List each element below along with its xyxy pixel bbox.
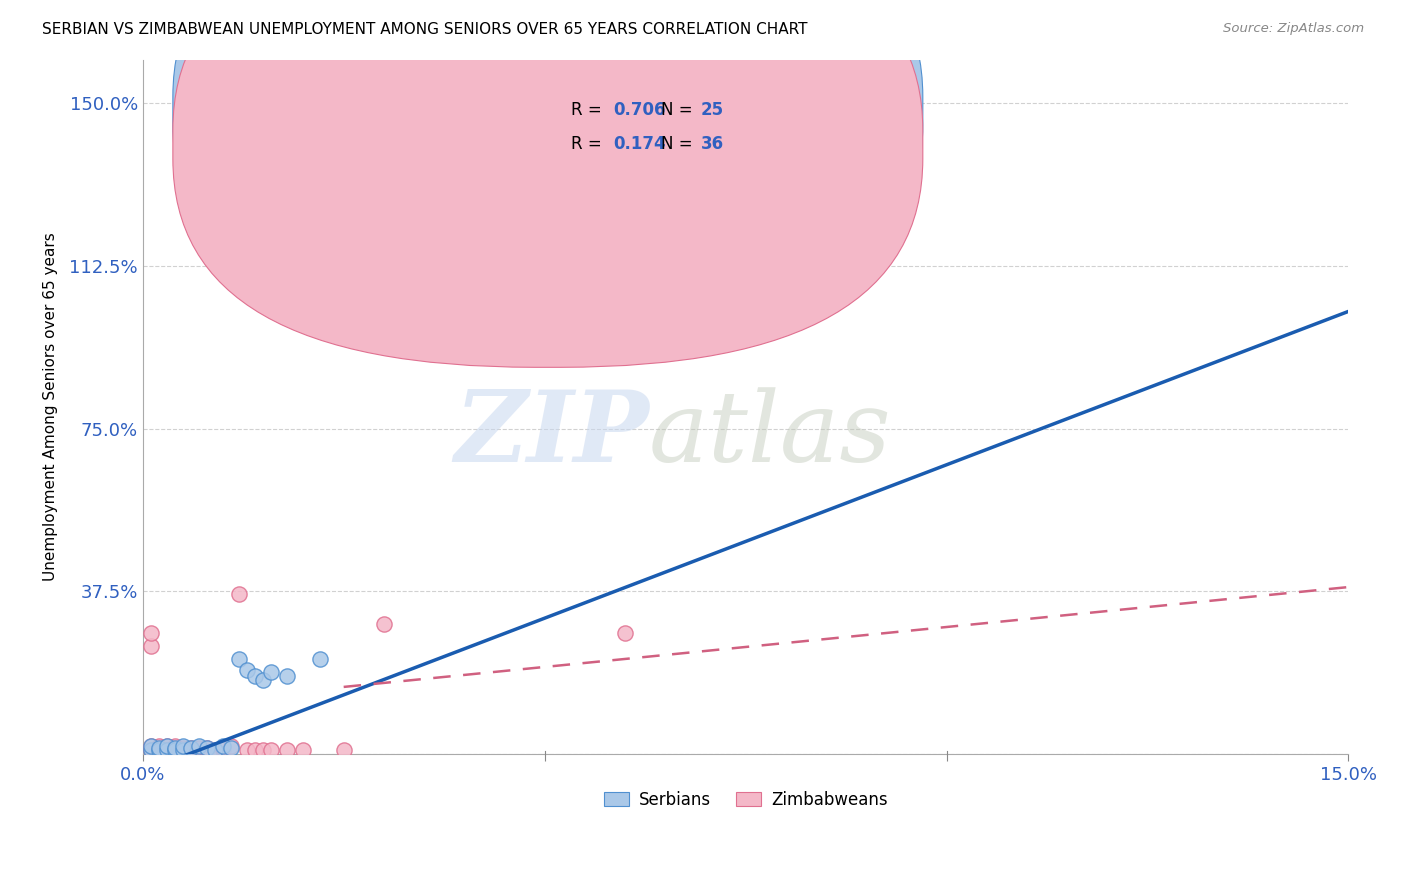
Legend: Serbians, Zimbabweans: Serbians, Zimbabweans	[598, 784, 894, 815]
Point	[195, 740, 218, 755]
Text: 25: 25	[702, 102, 724, 120]
Text: 0.174: 0.174	[613, 136, 665, 153]
Text: R =: R =	[571, 136, 612, 153]
Text: 36: 36	[702, 136, 724, 153]
Point	[163, 739, 186, 753]
Point	[180, 740, 202, 755]
Point	[204, 743, 226, 757]
Point	[156, 743, 179, 757]
Point	[228, 651, 250, 665]
Text: R =: R =	[571, 102, 607, 120]
Point	[292, 743, 315, 757]
FancyBboxPatch shape	[510, 80, 794, 174]
Point	[204, 743, 226, 757]
Point	[156, 740, 179, 755]
Point	[614, 625, 637, 640]
Point	[332, 743, 354, 757]
Point	[212, 743, 235, 757]
Point	[163, 740, 186, 755]
Point	[180, 740, 202, 755]
Point	[630, 304, 652, 318]
Point	[156, 743, 179, 757]
Point	[156, 739, 179, 753]
Point	[148, 743, 170, 757]
Point	[188, 739, 211, 753]
Point	[139, 743, 162, 757]
FancyBboxPatch shape	[173, 0, 922, 368]
Point	[276, 669, 298, 683]
Text: atlas: atlas	[650, 387, 891, 483]
Point	[260, 743, 283, 757]
Point	[172, 740, 194, 755]
Point	[245, 743, 267, 757]
Point	[188, 743, 211, 757]
Point	[156, 739, 179, 753]
Point	[172, 743, 194, 757]
Point	[188, 740, 211, 755]
Point	[139, 739, 162, 753]
Point	[228, 586, 250, 600]
Point	[195, 743, 218, 757]
Point	[219, 739, 242, 753]
Text: Source: ZipAtlas.com: Source: ZipAtlas.com	[1223, 22, 1364, 36]
Text: N =: N =	[661, 136, 697, 153]
Point	[139, 625, 162, 640]
Point	[252, 743, 274, 757]
Point	[163, 740, 186, 755]
Point	[148, 743, 170, 757]
Point	[172, 743, 194, 757]
Y-axis label: Unemployment Among Seniors over 65 years: Unemployment Among Seniors over 65 years	[44, 233, 58, 582]
Text: ZIP: ZIP	[454, 386, 650, 483]
Point	[212, 740, 235, 755]
Point	[180, 743, 202, 757]
Point	[236, 663, 259, 677]
Point	[260, 665, 283, 679]
Text: N =: N =	[661, 102, 697, 120]
Point	[195, 740, 218, 755]
Point	[139, 743, 162, 757]
Point	[156, 743, 179, 757]
Text: 0.706: 0.706	[613, 102, 665, 120]
Point	[139, 739, 162, 753]
FancyBboxPatch shape	[173, 0, 922, 334]
Point	[172, 739, 194, 753]
Point	[212, 739, 235, 753]
Point	[308, 651, 330, 665]
Point	[775, 313, 797, 327]
Point	[276, 743, 298, 757]
Point	[148, 740, 170, 755]
Point	[163, 743, 186, 757]
Point	[163, 743, 186, 757]
Point	[245, 669, 267, 683]
Point	[236, 743, 259, 757]
Point	[373, 617, 395, 632]
Point	[148, 739, 170, 753]
Point	[139, 639, 162, 653]
Point	[219, 740, 242, 755]
Point	[252, 673, 274, 688]
Point	[148, 740, 170, 755]
Text: SERBIAN VS ZIMBABWEAN UNEMPLOYMENT AMONG SENIORS OVER 65 YEARS CORRELATION CHART: SERBIAN VS ZIMBABWEAN UNEMPLOYMENT AMONG…	[42, 22, 807, 37]
